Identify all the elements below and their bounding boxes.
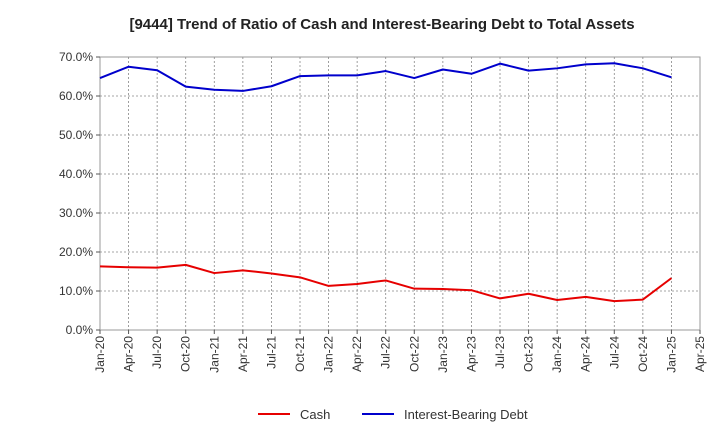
x-tick-label: Apr-22 bbox=[350, 336, 364, 372]
x-tick-label: Apr-20 bbox=[122, 336, 136, 372]
y-tick-label: 60.0% bbox=[59, 89, 93, 103]
x-tick-label: Apr-24 bbox=[579, 336, 593, 372]
x-tick-label: Jan-25 bbox=[664, 336, 678, 373]
x-tick-label: Oct-20 bbox=[179, 336, 193, 372]
chart-title: [9444] Trend of Ratio of Cash and Intere… bbox=[129, 16, 634, 33]
y-tick-label: 20.0% bbox=[59, 245, 93, 259]
interest-bearing-debt-series-line bbox=[99, 62, 672, 92]
y-tick-label: 40.0% bbox=[59, 167, 93, 181]
x-tick-label: Oct-21 bbox=[293, 336, 307, 372]
x-tick-label: Jan-20 bbox=[93, 336, 107, 373]
cash-series-line bbox=[99, 263, 673, 303]
x-tick-label: Jul-20 bbox=[150, 336, 164, 369]
plot-area bbox=[99, 56, 701, 331]
x-tick-label: Jul-22 bbox=[379, 336, 393, 369]
x-tick-label: Jan-24 bbox=[550, 336, 564, 373]
interest-bearing-debt-legend-label: Interest-Bearing Debt bbox=[404, 407, 528, 422]
y-tick-label: 70.0% bbox=[59, 50, 93, 64]
legend: Cash Interest-Bearing Debt bbox=[258, 407, 528, 422]
y-axis: 0.0% 10.0% 20.0% 30.0% 40.0% 50.0% 60.0% 70.0% bbox=[59, 50, 100, 337]
x-axis: Jan-20 Apr-20 Jul-20 Oct-20 Jan-21 Apr-21 Jul-… bbox=[93, 330, 707, 373]
cash-legend-label: Cash bbox=[300, 407, 330, 422]
x-tick-label: Jan-22 bbox=[322, 336, 336, 373]
x-tick-label: Apr-21 bbox=[236, 336, 250, 372]
series-lines bbox=[99, 62, 673, 303]
x-tick-label: Oct-22 bbox=[407, 336, 421, 372]
x-tick-label: Jul-24 bbox=[607, 336, 621, 369]
x-tick-label: Apr-25 bbox=[693, 336, 707, 372]
x-tick-label: Jan-21 bbox=[207, 336, 221, 373]
grid-lines bbox=[100, 57, 700, 330]
y-tick-label: 50.0% bbox=[59, 128, 93, 142]
y-tick-label: 30.0% bbox=[59, 206, 93, 220]
x-tick-label: Apr-23 bbox=[464, 336, 478, 372]
y-tick-label: 10.0% bbox=[59, 284, 93, 298]
y-tick-label: 0.0% bbox=[66, 323, 94, 337]
x-tick-label: Oct-24 bbox=[636, 336, 650, 372]
x-tick-label: Jul-23 bbox=[493, 336, 507, 369]
x-tick-label: Oct-23 bbox=[522, 336, 536, 372]
x-tick-label: Jan-23 bbox=[436, 336, 450, 373]
x-tick-label: Jul-21 bbox=[264, 336, 278, 369]
